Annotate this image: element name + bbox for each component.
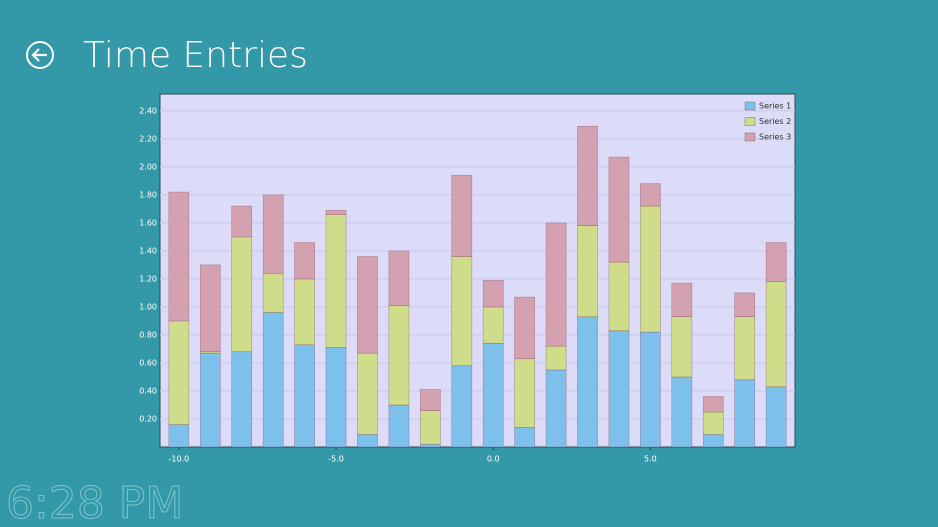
bar-segment [577,316,598,448]
bar-segment [577,125,598,226]
bar-segment [357,434,378,448]
bar-segment [199,264,221,353]
bar-segment [482,280,504,308]
bar-segment [419,443,441,448]
bar-segment [545,369,567,448]
bar-segment [734,379,756,448]
bar-segment [734,316,756,381]
bar-segment [388,250,410,306]
bar-segment [765,281,787,388]
x-tick-label: -5.0 [328,455,344,464]
bar-segment [262,273,284,313]
bar-segment [357,256,378,354]
bar-segment [640,183,661,207]
bar-segment [482,343,504,448]
bar-segment [514,296,536,360]
legend-label: Series 3 [759,133,791,142]
y-tick-label: 0.20 [139,414,157,423]
bar-segment [514,427,536,448]
bar-segment [325,214,347,348]
y-tick-label: 0.60 [139,358,157,367]
bar-segment [765,386,787,448]
y-tick-label: 2.20 [139,134,157,143]
bar-segment [231,351,253,448]
bar-segment [514,358,536,428]
bar-segment [294,242,315,280]
bar-segment [199,352,221,448]
back-circle[interactable] [26,41,54,69]
bar-segment [262,312,284,448]
x-tick-label: 5.0 [644,455,657,464]
y-tick-label: 2.40 [139,106,157,115]
bar-segment [325,209,347,215]
bar-segment [168,320,190,425]
y-tick-label: 0.80 [139,330,157,339]
bar-segment [294,344,315,448]
x-tick-label: -10.0 [169,455,190,464]
legend-label: Series 2 [759,117,791,126]
bar-segment [168,191,190,322]
bar-segment [671,376,693,448]
x-tick-label: 0.0 [487,455,500,464]
bar-segment [734,292,756,318]
bar-segment [388,404,410,448]
bar-segment [702,411,724,435]
bar-segment [577,225,598,318]
bar-segment [640,331,661,448]
bar-segment [545,222,567,347]
bar-segment [325,347,347,448]
page-title: Time Entries [83,35,308,76]
bar-segment [545,345,567,371]
bar-segment [702,434,724,448]
y-tick-label: 0.40 [139,386,157,395]
clock: 6:28 PM [6,478,183,527]
bar-segment [640,205,661,333]
bar-segment [451,365,473,448]
y-tick-label: 2.00 [139,162,157,171]
bar-segment [419,410,441,445]
legend-swatch [744,132,756,142]
bar-segment [671,282,693,318]
bar-segment [671,316,693,378]
bar-segment [702,396,724,413]
chart: 0.20 0.40 0.60 0.80 1.00 1.20 1.40 1.60 1.80 2.00… [139,102,795,464]
bar-segment [262,194,284,274]
plot-area [159,93,796,448]
bar-segment [231,205,253,238]
y-tick-label: 1.20 [139,274,157,283]
bar-segment [765,242,787,283]
bar-segment [608,330,630,448]
bar-segment [419,389,441,411]
bar-segment [388,305,410,406]
bar-segment [608,156,630,263]
bar-segment [231,236,253,353]
back-button[interactable] [26,41,54,69]
bar-segment [168,424,190,448]
back-arrow[interactable] [31,48,47,62]
y-tick-label: 1.60 [139,218,157,227]
y-tick-label: 1.40 [139,246,157,255]
bar-segment [357,352,378,435]
bar-segment [294,278,315,346]
legend-label: Series 1 [759,102,791,111]
bar-segment [451,174,473,257]
y-tick-label: 1.00 [139,302,157,311]
bar-segment [608,261,630,332]
legend-swatch [744,101,756,111]
y-tick-label: 1.80 [139,190,157,199]
legend-swatch [744,117,756,126]
bar-segment [482,306,504,344]
bar-segment [451,256,473,367]
